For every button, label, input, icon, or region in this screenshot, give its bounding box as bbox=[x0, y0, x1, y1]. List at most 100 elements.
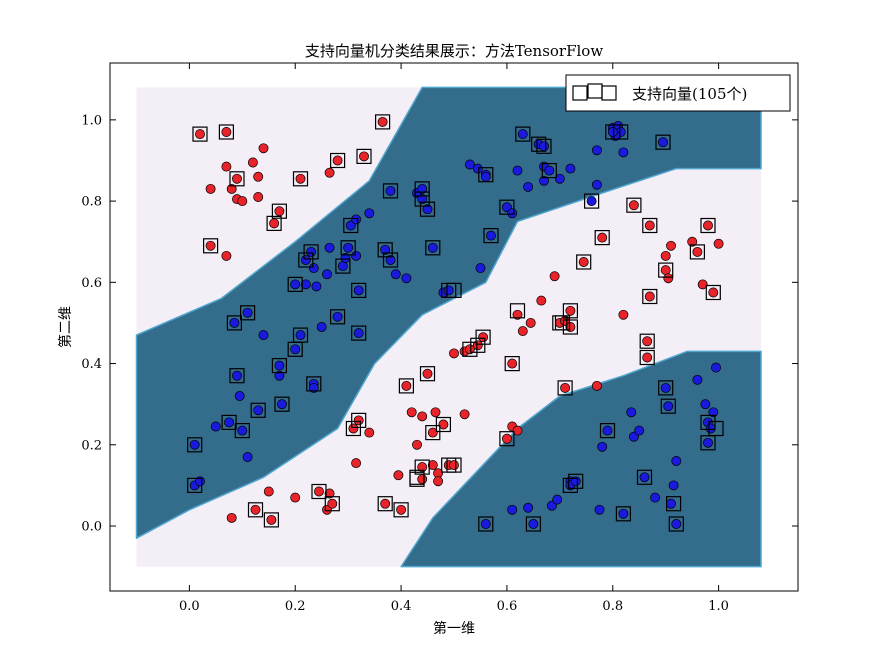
red-point bbox=[324, 488, 335, 499]
support-vector-marker bbox=[351, 325, 367, 341]
support-vector-marker bbox=[377, 242, 393, 258]
blue-point bbox=[351, 214, 362, 225]
red-point bbox=[517, 326, 528, 337]
red-point bbox=[380, 498, 391, 509]
x-tick-label: 1.0 bbox=[708, 599, 729, 614]
blue-point bbox=[671, 519, 682, 529]
support-vector-marker bbox=[409, 469, 425, 485]
support-vector-marker bbox=[382, 252, 399, 268]
blue-point bbox=[308, 263, 319, 274]
y-tick-label: 0.2 bbox=[81, 438, 102, 453]
blue-point bbox=[597, 441, 608, 452]
red-point bbox=[663, 273, 674, 284]
legend-marker-icon bbox=[572, 85, 588, 101]
support-vector-marker bbox=[557, 380, 573, 396]
red-point bbox=[406, 407, 417, 418]
axis-ticks: 0.0 0.2 0.4 0.6 0.8 1.0 0.0 0.2 0.4 0.6 0.8 1.0 bbox=[81, 63, 798, 614]
support-vector-marker bbox=[240, 305, 256, 321]
red-point bbox=[660, 250, 671, 261]
region-dark-upper bbox=[135, 86, 762, 539]
blue-point bbox=[591, 145, 602, 156]
blue-point bbox=[385, 185, 396, 196]
red-point bbox=[560, 382, 571, 393]
blue-point bbox=[427, 242, 438, 253]
support-vector-marker bbox=[562, 477, 579, 493]
y-tick-label: 0.8 bbox=[81, 195, 102, 210]
red-point bbox=[396, 504, 407, 515]
red-point bbox=[221, 161, 232, 172]
support-vector-marker bbox=[377, 496, 393, 512]
blue-point bbox=[258, 330, 269, 341]
support-vector-marker bbox=[356, 148, 372, 164]
support-vector-marker bbox=[499, 431, 515, 447]
blue-point bbox=[618, 508, 629, 519]
red-point bbox=[377, 116, 388, 127]
blue-point bbox=[671, 456, 682, 466]
support-vector-marker bbox=[419, 201, 436, 217]
red-point bbox=[351, 458, 362, 469]
blue-point bbox=[306, 246, 317, 257]
red-point bbox=[433, 476, 444, 487]
blue-point bbox=[507, 208, 518, 219]
blue-point bbox=[594, 504, 605, 515]
x-tick-label: 0.6 bbox=[497, 599, 518, 614]
support-vector-marker bbox=[700, 435, 716, 451]
support-vector-marker bbox=[393, 502, 409, 518]
red-point bbox=[464, 344, 475, 355]
support-vector-marker bbox=[658, 262, 674, 278]
support-vector-marker bbox=[660, 398, 676, 414]
red-point bbox=[692, 246, 703, 257]
red-point bbox=[232, 173, 242, 184]
red-point bbox=[660, 265, 671, 276]
red-point bbox=[618, 309, 629, 320]
blue-point bbox=[324, 242, 335, 253]
blue-point bbox=[417, 183, 428, 194]
red-point bbox=[628, 200, 639, 211]
blue-point bbox=[232, 370, 242, 381]
support-vector-marker bbox=[509, 303, 526, 319]
y-axis-label: 第二维 bbox=[57, 306, 74, 348]
red-point bbox=[247, 157, 258, 168]
support-vector-marker bbox=[499, 199, 515, 215]
red-point bbox=[348, 423, 359, 434]
blue-point bbox=[472, 163, 483, 174]
red-point bbox=[459, 409, 470, 420]
support-vector-marker bbox=[218, 124, 234, 140]
support-vector-marker bbox=[441, 457, 457, 473]
support-vector-marker bbox=[187, 437, 203, 453]
blue-point bbox=[242, 307, 253, 318]
blue-point bbox=[650, 492, 661, 503]
support-vector-marker bbox=[642, 217, 658, 234]
red-point bbox=[472, 340, 483, 351]
red-point bbox=[449, 348, 459, 359]
red-point bbox=[274, 206, 285, 217]
red-point bbox=[253, 171, 264, 182]
support-vector-marker bbox=[700, 414, 716, 430]
blue-point bbox=[274, 370, 285, 381]
support-vector-marker bbox=[562, 303, 579, 319]
blue-point bbox=[523, 181, 534, 192]
blue-point bbox=[229, 317, 240, 328]
blue-point bbox=[422, 204, 433, 215]
red-point bbox=[591, 380, 602, 391]
red-point bbox=[364, 427, 375, 438]
legend-box bbox=[565, 74, 791, 112]
blue-point bbox=[634, 425, 645, 436]
blue-point bbox=[586, 196, 597, 207]
red-point bbox=[353, 415, 364, 426]
blue-point bbox=[385, 255, 396, 265]
y-tick-label: 0.4 bbox=[81, 357, 102, 372]
blue-point bbox=[353, 285, 364, 296]
red-point bbox=[549, 271, 560, 282]
red-point bbox=[449, 460, 459, 471]
red-point bbox=[332, 155, 343, 166]
support-vector-marker bbox=[599, 423, 616, 439]
support-vector-marker bbox=[425, 240, 441, 256]
red-point bbox=[359, 151, 369, 162]
support-vector-marker bbox=[700, 217, 716, 234]
support-vector-marker bbox=[221, 414, 237, 430]
support-vector-marker bbox=[292, 327, 309, 343]
support-vector-marker bbox=[274, 396, 290, 412]
red-point bbox=[703, 220, 713, 231]
blue-point bbox=[234, 391, 245, 401]
